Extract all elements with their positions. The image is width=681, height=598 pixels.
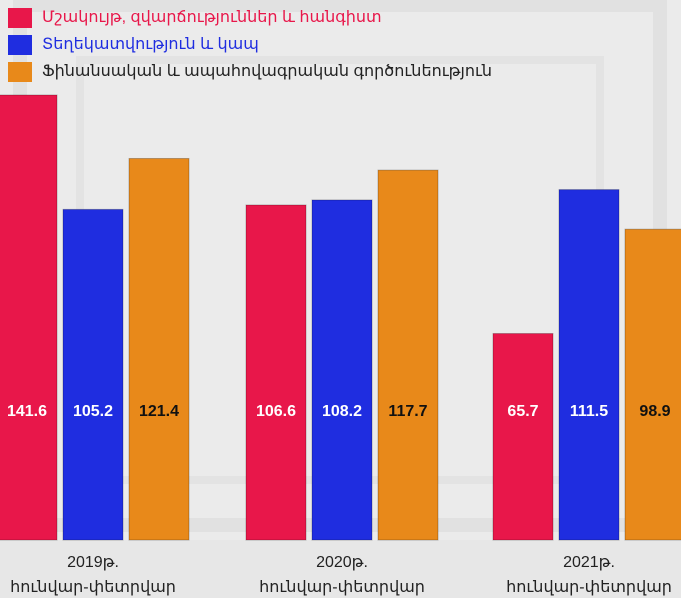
value-label: 98.9 (639, 403, 670, 420)
value-label: 108.2 (322, 403, 362, 420)
bar (558, 189, 620, 541)
value-label: 105.2 (73, 403, 113, 420)
bar (377, 169, 439, 541)
bar (245, 204, 307, 541)
bar (492, 333, 554, 541)
legend-swatch (8, 62, 32, 82)
value-label: 141.6 (7, 403, 47, 420)
legend-swatch (8, 35, 32, 55)
x-tick-label: 2021թ. (563, 554, 615, 571)
bar (0, 94, 58, 541)
x-tick-label: 2019թ. (67, 554, 119, 571)
bar (311, 199, 373, 541)
x-tick-label: հունվար-փետրվար (506, 579, 672, 596)
legend-label: Տեղեկատվություն և կապ (42, 36, 259, 53)
value-label: 65.7 (507, 403, 538, 420)
x-tick-label: հունվար-փետրվար (10, 579, 176, 596)
value-label: 117.7 (388, 403, 427, 420)
value-label: 111.5 (570, 403, 608, 420)
legend-swatch (8, 8, 32, 28)
x-tick-label: 2020թ. (316, 554, 368, 571)
legend-label: Ֆինանսական և ապահովագրական գործունեությո… (42, 63, 492, 80)
value-label: 121.4 (139, 403, 179, 420)
bar (128, 157, 190, 541)
legend-label: Մշակույթ, զվարճություններ և հանգիստ (42, 9, 382, 26)
bar (624, 228, 681, 541)
bar (62, 208, 124, 541)
value-label: 106.6 (256, 403, 296, 420)
x-tick-label: հունվար-փետրվար (259, 579, 425, 596)
